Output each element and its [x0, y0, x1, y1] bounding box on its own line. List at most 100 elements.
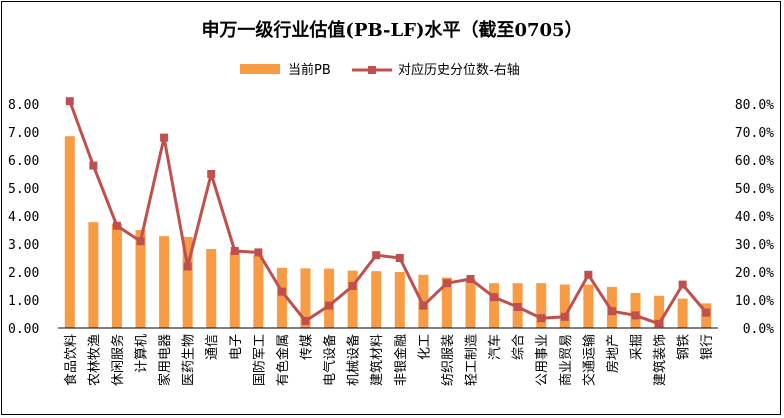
bar — [182, 237, 193, 328]
bar — [394, 272, 405, 328]
line-point — [466, 275, 475, 283]
category-label: 纺织服装 — [441, 334, 456, 386]
left-tick-label: 2.00 — [8, 266, 39, 281]
category-label: 食品饮料 — [63, 334, 79, 386]
category-label: 家用电器 — [157, 334, 173, 386]
category-label: 电子 — [229, 334, 244, 360]
line-point — [490, 293, 499, 302]
category-label: 轻工制造 — [465, 334, 480, 386]
bar — [489, 283, 500, 328]
line-point — [65, 97, 74, 106]
category-label: 机械设备 — [346, 334, 362, 386]
line-point — [136, 237, 145, 246]
category-label: 休闲服务 — [110, 334, 126, 386]
right-tick-label: 20.0% — [735, 266, 774, 281]
right-tick-label: 70.0% — [735, 126, 774, 141]
left-tick-label: 5.00 — [8, 182, 39, 197]
left-tick-label: 0.00 — [8, 322, 39, 337]
line-point — [419, 301, 428, 310]
category-label: 医药生物 — [182, 334, 197, 386]
line-point — [230, 247, 239, 255]
bar — [300, 268, 311, 328]
line-point — [372, 251, 381, 260]
bar — [583, 284, 594, 328]
category-label: 建筑装饰 — [652, 334, 668, 386]
bar — [371, 271, 382, 328]
bar — [88, 222, 99, 328]
category-label: 传媒 — [300, 334, 315, 360]
bar — [229, 251, 240, 328]
bar — [111, 223, 122, 328]
left-tick-label: 1.00 — [8, 294, 39, 309]
legend-label-bar: 当前PB — [288, 62, 331, 78]
bar — [206, 249, 217, 328]
category-label: 公用事业 — [535, 334, 550, 386]
category-label: 有色金属 — [275, 334, 291, 386]
bar — [677, 298, 688, 328]
line-point — [584, 270, 593, 279]
category-label: 通信 — [205, 334, 220, 360]
line-point — [112, 221, 121, 230]
line-point — [655, 319, 664, 328]
line-point — [395, 254, 404, 262]
bar — [441, 277, 452, 328]
line-point — [678, 280, 687, 289]
line-point — [207, 170, 216, 178]
line-point — [183, 262, 192, 271]
bar — [347, 270, 358, 328]
category-label: 商业贸易 — [559, 334, 574, 386]
right-tick-label: 10.0% — [735, 294, 774, 309]
line-point — [442, 279, 451, 288]
left-tick-label: 4.00 — [8, 210, 39, 225]
bar — [559, 284, 570, 328]
right-tick-label: 80.0% — [735, 98, 774, 113]
category-label: 汽车 — [487, 334, 503, 360]
legend-swatch-marker — [368, 66, 376, 74]
bar — [276, 267, 287, 328]
right-axis: 0.0% 10.0% 20.0% 30.0% 40.0% 50.0% 60.0% 70.0% 8… — [735, 98, 774, 337]
bar — [536, 283, 547, 328]
line-point — [160, 133, 169, 142]
left-tick-label: 8.00 — [8, 98, 39, 113]
line-point — [513, 303, 522, 311]
category-label: 交通运输 — [581, 334, 597, 386]
category-label: 计算机 — [135, 334, 150, 373]
line-point — [631, 311, 640, 320]
line-point — [254, 248, 263, 257]
category-label: 国防军工 — [251, 334, 267, 386]
category-label: 采掘 — [630, 334, 645, 360]
right-tick-label: 30.0% — [735, 238, 774, 253]
category-label: 电气设备 — [322, 334, 338, 386]
category-label: 房地产 — [605, 334, 621, 373]
right-tick-label: 0.0% — [743, 322, 774, 337]
bar — [253, 255, 264, 328]
chart-title: 申万一级行业估值(PB-LF)水平（截至0705） — [201, 19, 582, 41]
line-point — [607, 307, 616, 316]
category-labels: 食品饮料 农林牧渔 休闲服务 计算机 家用电器 医药生物 通信 电子 国防军工 有色金属 传媒 电气设… — [63, 334, 715, 386]
bar — [159, 236, 170, 328]
left-tick-label: 7.00 — [8, 126, 39, 141]
category-label: 建筑材料 — [369, 334, 385, 386]
right-tick-label: 50.0% — [735, 182, 774, 197]
category-label: 综合 — [512, 334, 527, 360]
bar — [64, 136, 75, 328]
bar — [324, 268, 335, 328]
line-point — [348, 282, 357, 290]
line-point — [537, 314, 546, 323]
category-label: 非银金融 — [393, 334, 409, 386]
line-series — [65, 97, 711, 328]
category-label: 农林牧渔 — [87, 334, 102, 386]
left-axis: 0.00 1.00 2.00 3.00 4.00 5.00 6.00 7.00 8.00 — [8, 98, 39, 337]
bar — [630, 293, 641, 328]
bar — [465, 279, 476, 328]
left-tick-label: 3.00 — [8, 238, 39, 253]
legend-label-line: 对应历史分位数-右轴 — [398, 62, 520, 78]
line-point — [702, 308, 711, 317]
category-label: 银行 — [700, 334, 715, 360]
legend: 当前PB 对应历史分位数-右轴 — [240, 62, 520, 78]
bar — [654, 295, 665, 328]
line-point — [301, 317, 310, 325]
percentile-line — [68, 100, 708, 326]
left-tick-label: 6.00 — [8, 154, 39, 169]
